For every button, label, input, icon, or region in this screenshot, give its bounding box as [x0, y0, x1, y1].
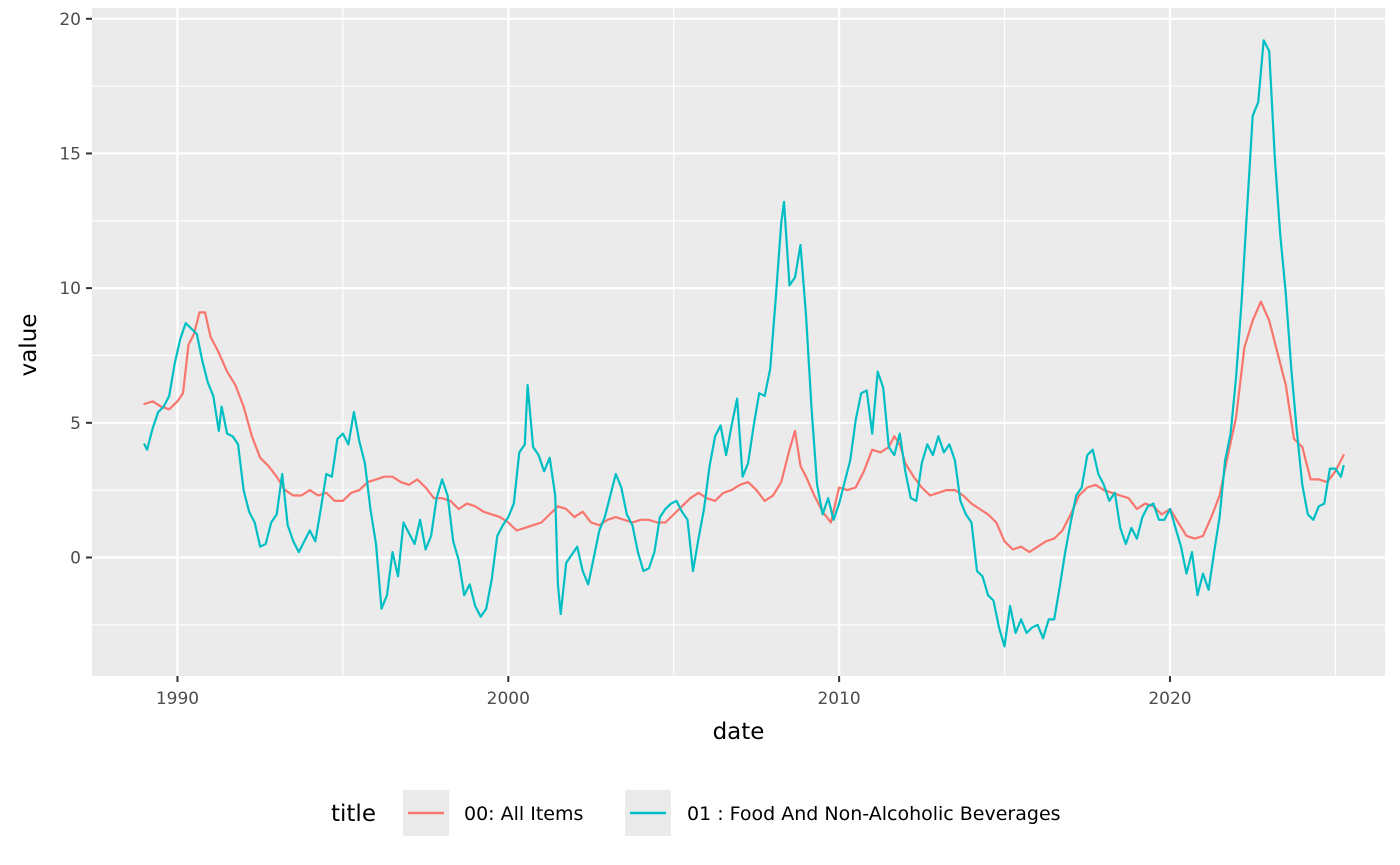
x-tick-label: 1990 — [156, 689, 199, 709]
y-tick-label: 15 — [59, 144, 81, 164]
series-line-1 — [143, 39, 1345, 648]
y-axis-title: value — [16, 314, 42, 377]
legend-item-food: 01 : Food And Non-Alcoholic Beverages — [625, 790, 1061, 836]
y-tick-label: 5 — [70, 414, 81, 434]
legend-label-all-items: 00: All Items — [464, 803, 583, 825]
legend-label-food: 01 : Food And Non-Alcoholic Beverages — [687, 803, 1061, 825]
x-axis-title: date — [713, 719, 765, 745]
x-tick-label: 2010 — [817, 689, 860, 709]
legend-title: title — [331, 801, 376, 827]
legend-item-all-items: 00: All Items — [403, 790, 583, 836]
major-gridlines — [92, 8, 1385, 676]
x-tick-label: 2000 — [487, 689, 530, 709]
minor-gridlines — [92, 8, 1385, 676]
legend: title 00: All Items 01 : Food And Non-Al… — [331, 790, 1061, 836]
y-tick-label: 0 — [70, 548, 81, 568]
series-line-0 — [143, 300, 1345, 554]
plot-panel — [92, 8, 1385, 676]
y-tick-label: 20 — [59, 10, 81, 30]
y-tick-label: 10 — [59, 279, 81, 299]
series-layer — [143, 39, 1345, 648]
x-axis: 1990 2000 2010 2020 — [156, 676, 1192, 709]
y-axis: 0 5 10 15 20 — [59, 10, 92, 568]
x-tick-label: 2020 — [1148, 689, 1191, 709]
